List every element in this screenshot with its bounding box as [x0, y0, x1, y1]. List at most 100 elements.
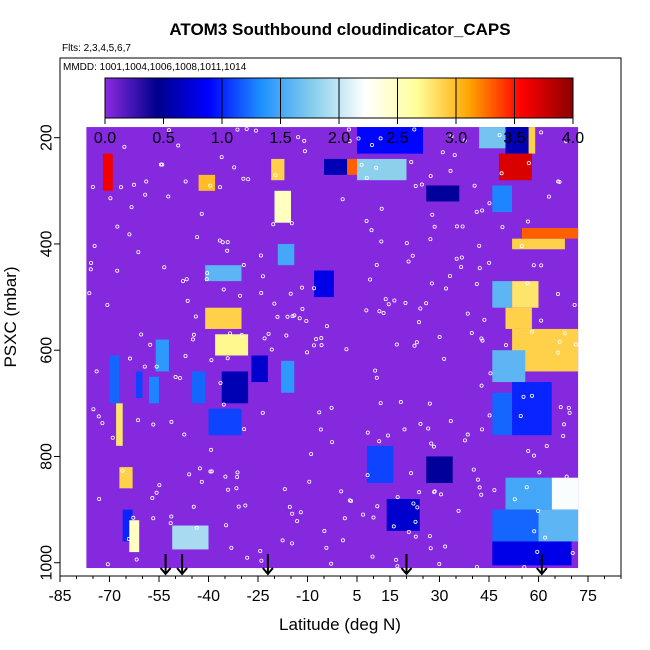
- sample-point: [469, 331, 474, 336]
- sample-point: [151, 516, 156, 521]
- sample-point: [154, 364, 159, 369]
- heatmap-cell: [505, 477, 552, 510]
- sample-point: [418, 421, 423, 426]
- sample-point: [365, 430, 370, 435]
- sample-point: [223, 474, 228, 479]
- sample-point: [402, 427, 407, 432]
- sample-point: [128, 356, 133, 361]
- colorbar-tick-label: 3.0: [445, 130, 467, 147]
- sample-point: [499, 171, 504, 176]
- sample-point: [298, 510, 303, 515]
- sample-point: [558, 405, 563, 410]
- sample-point: [324, 545, 329, 550]
- sample-point: [562, 331, 567, 336]
- heatmap-cell: [221, 371, 249, 404]
- sample-point: [454, 256, 459, 261]
- sample-point: [561, 434, 566, 439]
- sample-point: [324, 324, 329, 329]
- sample-point: [532, 529, 537, 534]
- sample-point: [398, 400, 403, 405]
- heatmap-cell: [551, 477, 579, 510]
- sample-point: [570, 551, 575, 556]
- profile-marker-arrowhead: [176, 567, 188, 576]
- dates-note: MMDD: 1001,1004,1006,1008,1011,1014: [63, 62, 247, 73]
- sample-point: [169, 419, 174, 424]
- sample-point: [242, 427, 247, 432]
- sample-point: [134, 557, 139, 562]
- colorbar-tick-label: 1.5: [269, 130, 291, 147]
- sample-point: [282, 487, 287, 492]
- sample-point: [100, 421, 105, 426]
- profile-marker-arrowhead: [159, 567, 172, 576]
- sample-point: [289, 221, 294, 226]
- heatmap-cell: [357, 127, 423, 154]
- y-tick-label: 800: [39, 443, 56, 470]
- sample-points: [87, 126, 578, 570]
- heatmap-cell: [135, 371, 143, 399]
- sample-point: [364, 175, 369, 180]
- sample-point: [154, 490, 159, 495]
- sample-point: [226, 487, 231, 492]
- sample-point: [177, 375, 182, 380]
- sample-point: [329, 405, 334, 410]
- sample-point: [374, 375, 379, 380]
- sample-point: [452, 153, 457, 158]
- sample-point: [447, 273, 452, 278]
- sample-point: [300, 306, 305, 311]
- sample-point: [365, 473, 370, 478]
- heatmap-cell: [528, 127, 536, 154]
- heatmap-cell: [492, 350, 526, 383]
- sample-point: [92, 243, 97, 248]
- sample-point: [290, 511, 295, 516]
- sample-point: [236, 504, 241, 509]
- sample-point: [454, 224, 459, 229]
- sample-point: [474, 281, 479, 286]
- sample-point: [96, 414, 101, 419]
- heatmap-cell: [281, 360, 295, 393]
- sample-point: [459, 255, 464, 260]
- sample-point: [406, 529, 411, 534]
- sample-point: [129, 205, 134, 210]
- heatmap-cell: [512, 238, 565, 250]
- x-axis: -85 -70 -55 -40 -25 -10 5 15 30 45 60 75: [48, 576, 622, 605]
- sample-point: [472, 183, 477, 188]
- sample-point: [409, 471, 414, 476]
- sample-point: [413, 183, 418, 188]
- sample-point: [573, 342, 578, 347]
- heatmap-cell: [512, 382, 552, 436]
- sample-point: [369, 228, 374, 233]
- sample-point: [427, 401, 432, 406]
- sample-point: [182, 432, 187, 437]
- sample-point: [500, 225, 505, 230]
- sample-point: [531, 263, 536, 268]
- heatmap-cell: [357, 158, 407, 181]
- sample-point: [459, 264, 464, 269]
- sample-point: [431, 444, 436, 449]
- sample-point: [416, 320, 421, 325]
- heatmap-cell: [426, 456, 453, 484]
- sample-point: [302, 149, 307, 154]
- sample-point: [432, 489, 437, 494]
- x-tick-label: -10: [296, 588, 319, 605]
- heatmap-cell: [505, 127, 532, 154]
- heatmap-cell: [538, 509, 579, 542]
- sample-point: [307, 479, 312, 484]
- sample-point: [414, 340, 419, 345]
- sample-point: [412, 127, 417, 132]
- sample-point: [492, 488, 497, 493]
- sample-point: [176, 143, 181, 148]
- sample-point: [465, 311, 470, 316]
- sample-point: [346, 127, 351, 132]
- x-tick-label: 75: [579, 588, 597, 605]
- sample-point: [229, 545, 234, 550]
- sample-point: [480, 208, 485, 213]
- sample-point: [359, 162, 364, 167]
- sample-point: [361, 512, 366, 517]
- sample-point: [404, 241, 409, 246]
- sample-point: [488, 371, 493, 376]
- sample-point: [309, 451, 314, 456]
- heatmap-cell: [505, 307, 532, 329]
- sample-point: [94, 369, 99, 374]
- sample-point: [253, 128, 258, 133]
